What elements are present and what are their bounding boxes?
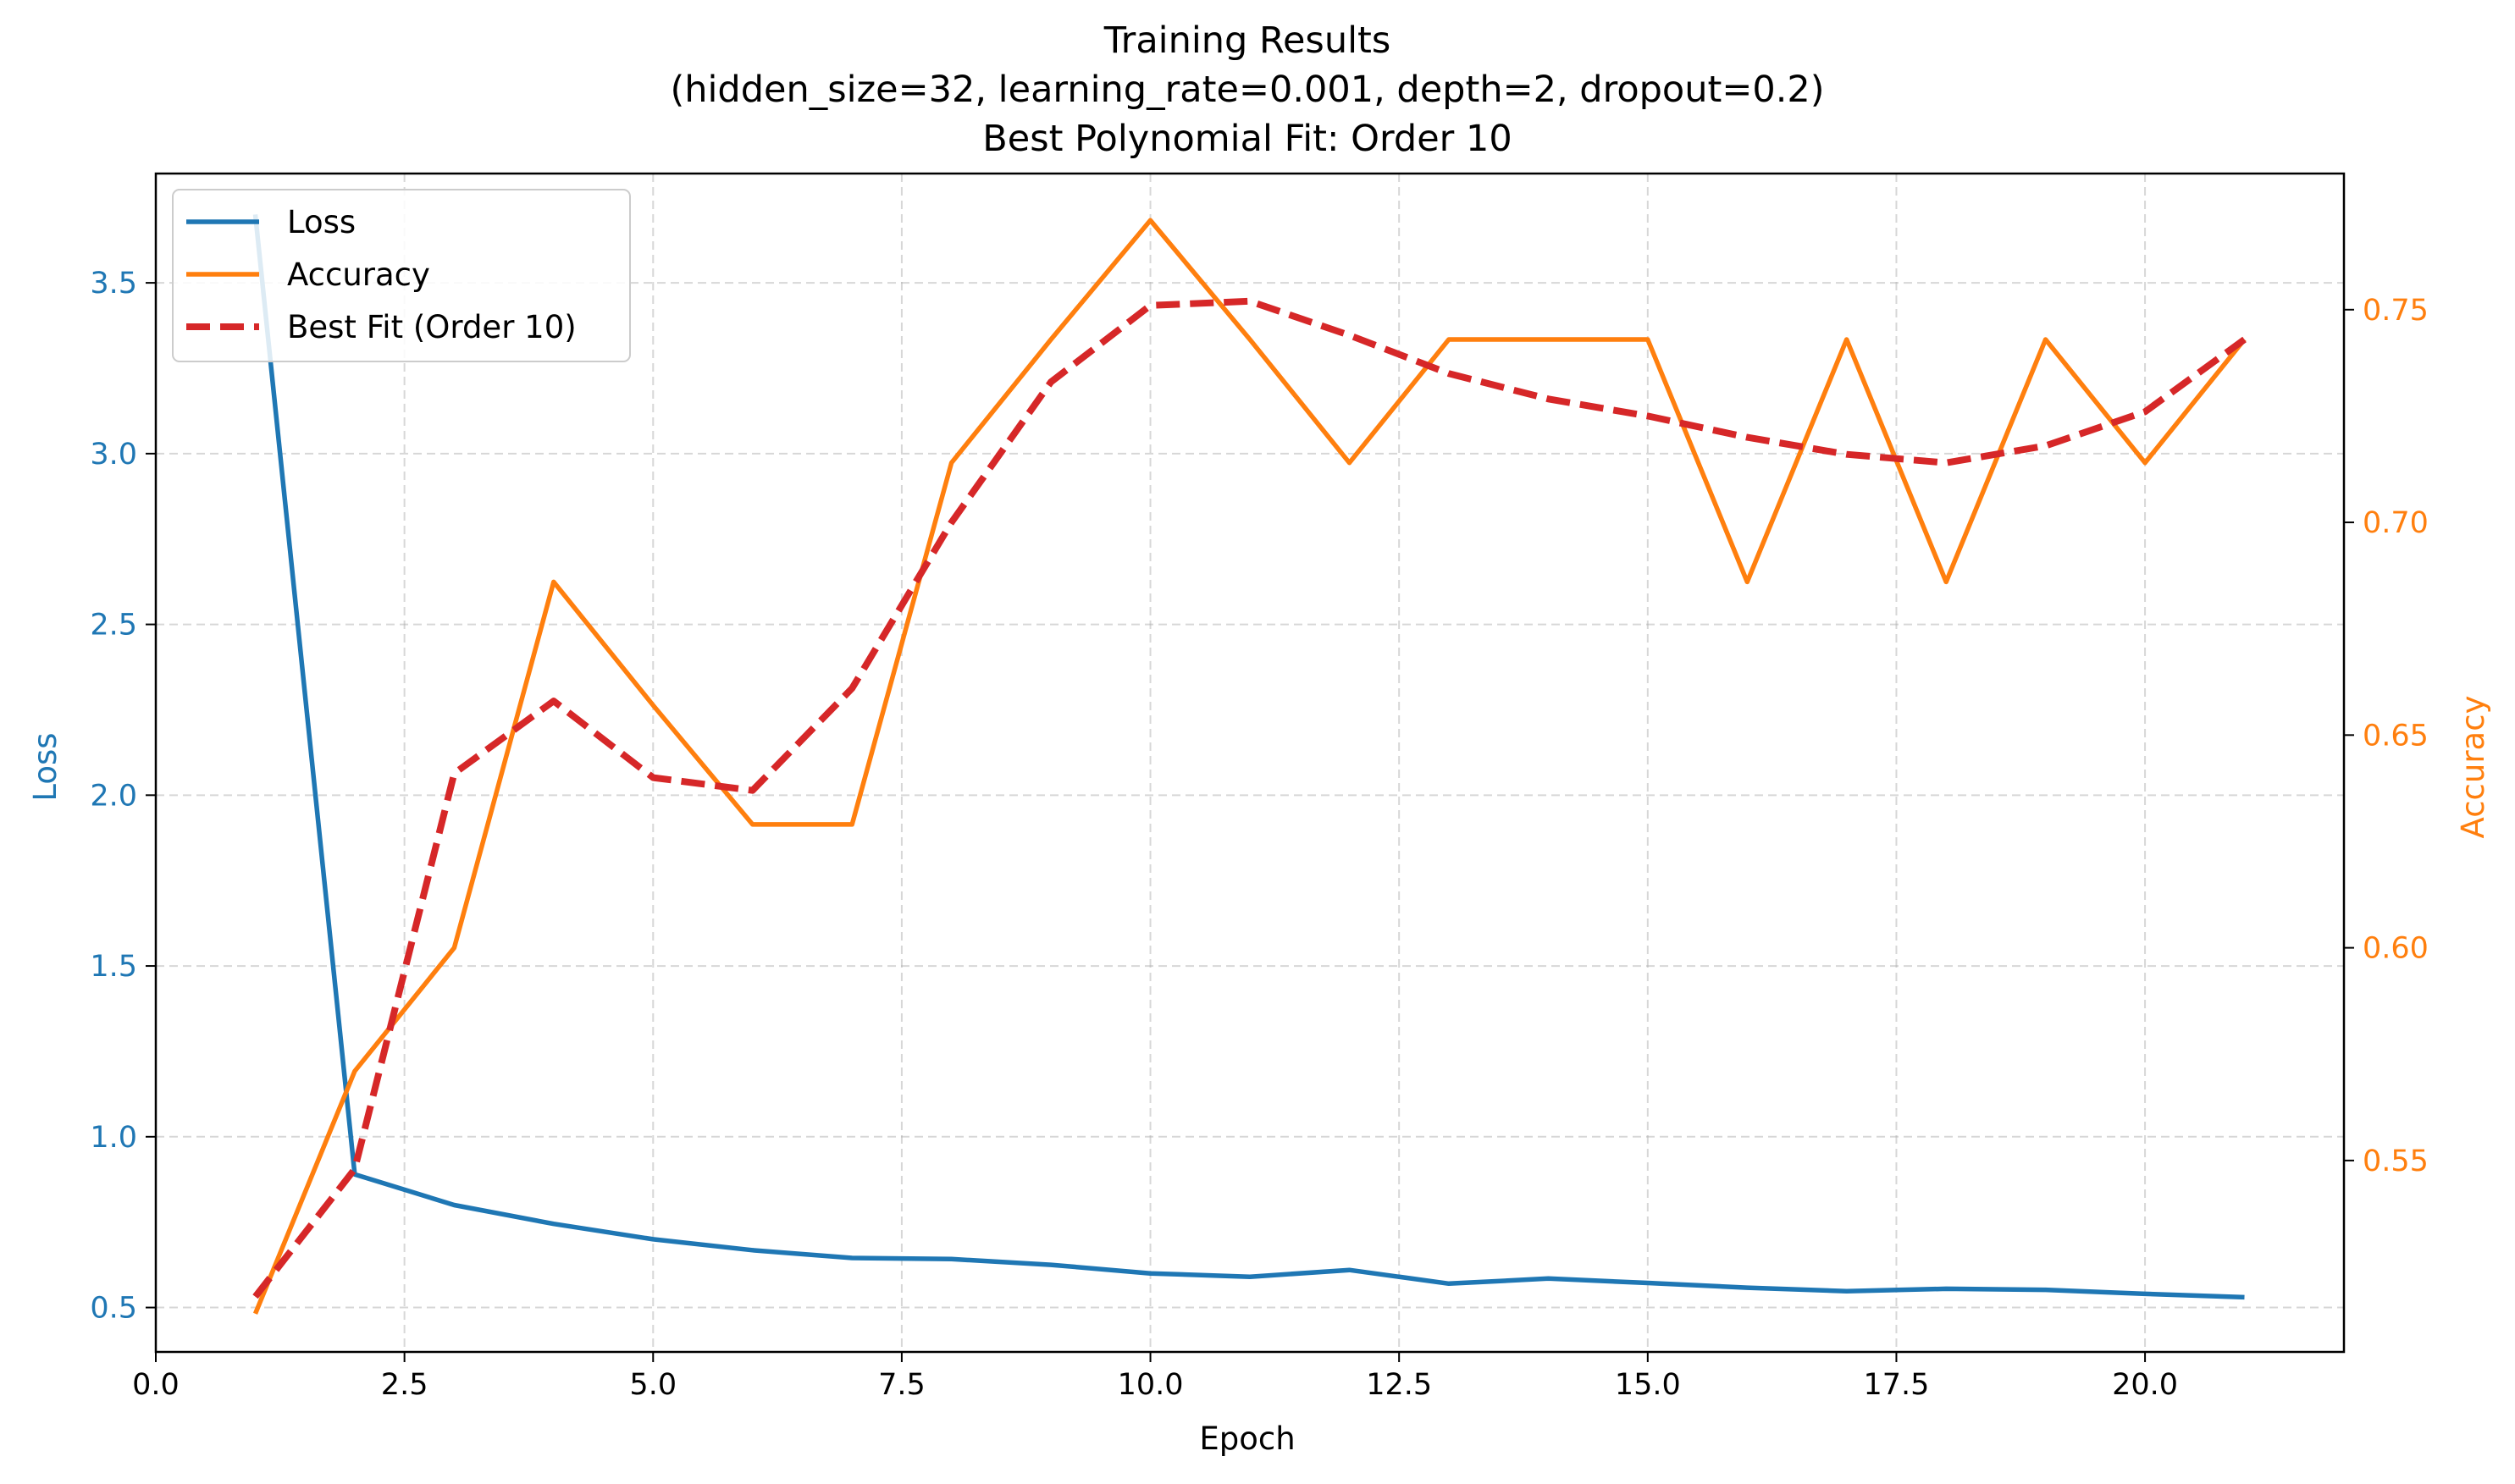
legend: Loss Accuracy Best Fit (Order 10) [172,189,631,362]
y-left-axis-ticks: 0.5 1.0 1.5 2.0 2.5 3.0 3.5 [90,267,156,1326]
y-right-tick-label: 0.60 [2363,932,2429,966]
x-tick-label: 5.0 [629,1368,677,1402]
chart-title: Training Results (hidden_size=32, learni… [670,19,1824,160]
y-right-tick-label: 0.70 [2363,506,2429,540]
legend-label: Loss [287,204,356,240]
x-tick-label: 15.0 [1615,1368,1681,1402]
x-tick-label: 7.5 [878,1368,926,1402]
y-right-tick-label: 0.65 [2363,719,2429,753]
y-right-tick-label: 0.75 [2363,294,2429,328]
legend-box [172,189,631,362]
legend-label: Best Fit (Order 10) [287,309,577,345]
x-tick-label: 12.5 [1366,1368,1432,1402]
y-right-tick-label: 0.55 [2363,1145,2429,1178]
legend-label: Accuracy [287,257,430,293]
y-left-tick-label: 3.0 [90,438,137,472]
y-right-axis-ticks: 0.55 0.60 0.65 0.70 0.75 [2344,294,2429,1178]
x-axis-ticks: 0.0 2.5 5.0 7.5 10.0 12.5 15.0 17.5 20.0 [132,1352,2178,1402]
x-tick-label: 20.0 [2112,1368,2178,1402]
y-left-tick-label: 1.0 [90,1121,137,1155]
x-axis-label: Epoch [1199,1421,1295,1457]
y-left-tick-label: 3.5 [90,267,137,301]
series-line-accuracy [252,218,2247,1315]
x-tick-label: 0.0 [132,1368,180,1402]
y-right-axis-label: Accuracy [2455,696,2491,839]
plot-lines [252,214,2247,1315]
y-left-tick-label: 1.5 [90,950,137,984]
y-left-tick-label: 2.5 [90,609,137,643]
chart-title-line-2: (hidden_size=32, learning_rate=0.001, de… [670,69,1824,111]
series-line-loss [252,214,2245,1300]
x-tick-label: 17.5 [1863,1368,1929,1402]
chart-title-line-1: Training Results [1103,19,1391,62]
x-tick-label: 2.5 [381,1368,428,1402]
series-line-best-fit-order-10 [252,297,2247,1299]
y-left-axis-label: Loss [27,732,64,801]
plot-frame [154,172,2346,1354]
y-left-tick-label: 0.5 [90,1292,137,1326]
chart-title-line-3: Best Polynomial Fit: Order 10 [982,118,1512,160]
y-left-tick-label: 2.0 [90,779,137,813]
x-tick-label: 10.0 [1118,1368,1184,1402]
